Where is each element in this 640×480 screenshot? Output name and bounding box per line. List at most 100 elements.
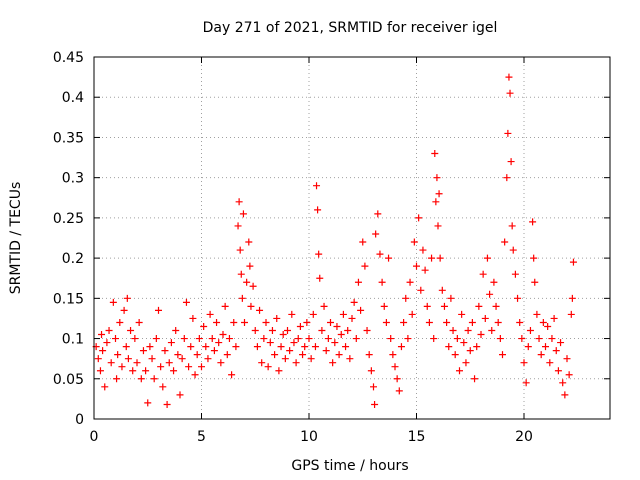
data-point	[537, 351, 545, 359]
data-point	[376, 250, 384, 258]
data-point	[522, 379, 530, 387]
data-point	[243, 278, 251, 286]
data-point	[428, 254, 436, 262]
data-point	[490, 278, 498, 286]
data-point	[371, 401, 379, 409]
data-point	[400, 318, 408, 326]
data-point	[112, 335, 119, 343]
y-tick-label: 0.35	[53, 130, 84, 146]
data-point	[408, 310, 416, 318]
y-tick-label: 0.4	[62, 90, 84, 106]
data-point	[567, 310, 575, 318]
data-point	[301, 343, 309, 351]
data-point	[249, 282, 257, 290]
data-point	[473, 343, 481, 351]
data-point	[331, 339, 339, 347]
data-point	[501, 238, 509, 246]
data-point	[462, 359, 470, 367]
data-point	[124, 355, 132, 363]
data-point	[155, 306, 162, 314]
x-tick-label: 0	[90, 429, 99, 445]
data-point	[496, 335, 504, 343]
data-point	[530, 254, 538, 262]
data-point	[281, 355, 289, 363]
data-point	[363, 327, 371, 335]
data-point	[329, 359, 337, 367]
data-point	[374, 210, 382, 218]
chart-title: Day 271 of 2021, SRMTID for receiver ige…	[203, 20, 498, 36]
data-point	[318, 327, 326, 335]
data-point	[101, 383, 109, 391]
data-point	[423, 302, 431, 310]
data-point	[524, 343, 532, 351]
data-point	[327, 318, 334, 326]
data-point	[311, 343, 319, 351]
data-point	[213, 318, 221, 326]
data-point	[96, 367, 104, 375]
data-point	[479, 270, 487, 278]
data-point	[466, 347, 474, 355]
data-point	[475, 302, 483, 310]
data-point	[438, 286, 446, 294]
data-point	[344, 327, 352, 335]
data-point	[237, 270, 245, 278]
x-tick-label: 15	[408, 429, 426, 445]
data-point	[123, 294, 131, 302]
data-point	[296, 322, 304, 330]
data-point	[94, 355, 102, 363]
data-point	[230, 318, 238, 326]
data-point	[191, 371, 199, 379]
data-point	[271, 351, 279, 359]
data-point	[189, 314, 197, 322]
data-point	[114, 351, 122, 359]
data-point	[449, 327, 457, 335]
data-point	[236, 246, 244, 254]
data-point	[370, 383, 377, 391]
data-point	[389, 351, 397, 359]
data-point	[279, 331, 287, 339]
data-point	[378, 278, 386, 286]
data-point	[133, 359, 141, 367]
data-point	[335, 351, 343, 359]
data-point	[187, 343, 195, 351]
data-point	[508, 222, 516, 230]
data-point	[107, 359, 115, 367]
data-point	[443, 318, 451, 326]
data-point	[544, 322, 552, 330]
data-point	[260, 335, 268, 343]
data-point	[505, 73, 513, 81]
data-point	[234, 222, 242, 230]
data-point	[385, 254, 393, 262]
data-point	[290, 339, 298, 347]
data-point	[348, 314, 356, 322]
data-point	[415, 214, 423, 222]
data-point	[357, 306, 365, 314]
data-point	[464, 327, 472, 335]
data-point	[277, 343, 285, 351]
data-point	[471, 375, 479, 383]
data-point	[193, 351, 201, 359]
grid-lines	[94, 57, 610, 419]
axis-ticks: 0 0.05 0.1 0.15 0.2 0.25 0.3 0.35 0.4 0.45 0 5 10 15 2…	[53, 50, 610, 445]
data-point	[494, 318, 502, 326]
data-point	[451, 351, 459, 359]
data-point	[546, 359, 554, 367]
data-point	[221, 302, 229, 310]
y-tick-label: 0.25	[53, 211, 84, 227]
data-point	[294, 335, 302, 343]
data-point	[176, 391, 184, 399]
data-point	[354, 278, 362, 286]
data-point	[320, 302, 328, 310]
data-point	[275, 367, 283, 375]
data-point	[559, 379, 567, 387]
data-point	[352, 335, 360, 343]
data-point	[219, 331, 227, 339]
data-point	[417, 286, 425, 294]
data-point	[391, 363, 399, 371]
data-point	[402, 294, 410, 302]
data-point	[120, 306, 128, 314]
data-point	[118, 363, 126, 371]
data-point	[563, 355, 571, 363]
data-point	[266, 339, 274, 347]
data-point	[116, 318, 124, 326]
